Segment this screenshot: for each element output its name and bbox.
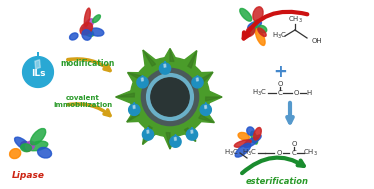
Circle shape xyxy=(131,57,209,137)
Ellipse shape xyxy=(27,141,48,151)
Ellipse shape xyxy=(251,131,258,144)
Ellipse shape xyxy=(250,20,258,35)
Text: ILs: ILs xyxy=(31,70,45,78)
Ellipse shape xyxy=(254,128,261,140)
Polygon shape xyxy=(184,128,196,141)
Ellipse shape xyxy=(258,26,267,33)
Polygon shape xyxy=(142,126,152,144)
Circle shape xyxy=(141,68,199,126)
Polygon shape xyxy=(162,132,178,149)
Ellipse shape xyxy=(253,7,263,22)
Text: +: + xyxy=(273,63,287,81)
Ellipse shape xyxy=(25,141,34,150)
Polygon shape xyxy=(196,108,214,123)
Ellipse shape xyxy=(15,137,30,150)
Text: H$_3$C: H$_3$C xyxy=(273,31,288,41)
Polygon shape xyxy=(147,130,149,133)
Ellipse shape xyxy=(31,129,46,145)
Text: H$_3$C: H$_3$C xyxy=(242,148,258,158)
Polygon shape xyxy=(199,115,214,123)
Text: Lipase: Lipase xyxy=(12,170,45,180)
Polygon shape xyxy=(141,78,143,81)
Ellipse shape xyxy=(255,29,265,45)
Polygon shape xyxy=(181,123,196,141)
Polygon shape xyxy=(35,60,40,69)
Polygon shape xyxy=(143,50,159,71)
Text: esterification: esterification xyxy=(245,177,309,187)
Polygon shape xyxy=(116,93,135,97)
Text: H$_3$C: H$_3$C xyxy=(252,88,267,98)
Circle shape xyxy=(151,78,189,116)
Ellipse shape xyxy=(84,8,90,26)
Polygon shape xyxy=(159,61,171,74)
Ellipse shape xyxy=(70,33,78,40)
Text: C: C xyxy=(278,90,282,96)
Text: C: C xyxy=(292,150,296,156)
Polygon shape xyxy=(170,49,174,61)
Polygon shape xyxy=(174,137,176,141)
Ellipse shape xyxy=(80,23,92,35)
Polygon shape xyxy=(205,89,222,105)
Text: CH$_3$: CH$_3$ xyxy=(288,15,303,25)
Ellipse shape xyxy=(240,9,252,21)
Polygon shape xyxy=(191,130,193,133)
Polygon shape xyxy=(196,78,198,81)
Polygon shape xyxy=(22,52,53,88)
Polygon shape xyxy=(137,75,148,88)
Polygon shape xyxy=(192,75,203,88)
Polygon shape xyxy=(200,102,211,115)
Polygon shape xyxy=(142,127,154,140)
Ellipse shape xyxy=(37,147,52,158)
Ellipse shape xyxy=(244,137,258,147)
Text: modification: modification xyxy=(61,59,115,68)
Polygon shape xyxy=(201,72,213,83)
Ellipse shape xyxy=(21,142,31,151)
Polygon shape xyxy=(164,64,166,67)
Ellipse shape xyxy=(82,30,91,40)
Text: H$_3$C: H$_3$C xyxy=(224,148,239,158)
Polygon shape xyxy=(166,132,170,149)
Polygon shape xyxy=(186,127,197,140)
Text: H: H xyxy=(306,90,312,96)
Polygon shape xyxy=(127,108,144,122)
Polygon shape xyxy=(116,89,135,105)
Text: O: O xyxy=(293,90,299,96)
Ellipse shape xyxy=(248,21,261,29)
Ellipse shape xyxy=(90,28,104,36)
Ellipse shape xyxy=(235,143,251,157)
Text: CH$_3$: CH$_3$ xyxy=(303,148,318,158)
Polygon shape xyxy=(128,73,144,86)
Text: covalent
immobilization: covalent immobilization xyxy=(53,95,113,108)
Ellipse shape xyxy=(21,144,31,152)
Ellipse shape xyxy=(247,127,254,135)
Ellipse shape xyxy=(258,28,266,36)
Polygon shape xyxy=(129,102,140,115)
Polygon shape xyxy=(205,105,206,109)
Ellipse shape xyxy=(238,132,249,140)
Text: OH: OH xyxy=(312,38,322,44)
Polygon shape xyxy=(128,73,141,79)
Ellipse shape xyxy=(92,15,101,23)
Polygon shape xyxy=(162,49,178,62)
Ellipse shape xyxy=(82,27,94,36)
Ellipse shape xyxy=(246,26,255,36)
Polygon shape xyxy=(181,51,197,71)
Text: O: O xyxy=(276,150,282,156)
Ellipse shape xyxy=(10,149,21,159)
Polygon shape xyxy=(133,105,135,109)
Ellipse shape xyxy=(83,19,94,32)
Polygon shape xyxy=(143,50,156,66)
Polygon shape xyxy=(142,123,159,144)
Text: O: O xyxy=(291,141,297,147)
Ellipse shape xyxy=(234,140,251,147)
Ellipse shape xyxy=(252,135,261,143)
Polygon shape xyxy=(127,111,139,122)
Text: O: O xyxy=(277,81,283,87)
Polygon shape xyxy=(170,134,181,147)
Polygon shape xyxy=(188,51,197,68)
Polygon shape xyxy=(206,97,222,101)
Polygon shape xyxy=(196,72,213,86)
